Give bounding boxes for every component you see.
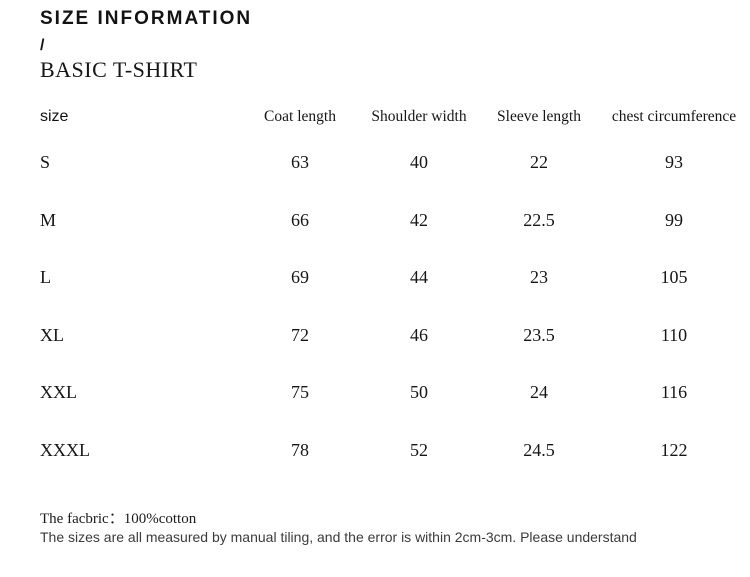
shoulder-width-value: 44 bbox=[410, 267, 428, 288]
column-header-coat-length: Coat length bbox=[264, 108, 336, 125]
page-header: SIZE INFORMATION / BASIC T-SHIRT bbox=[40, 8, 252, 83]
size-label: S bbox=[40, 152, 51, 173]
coat-length-value: 69 bbox=[291, 267, 309, 288]
coat-length-value: 72 bbox=[291, 324, 309, 345]
fabric-note: The facbric：100%cotton bbox=[40, 511, 197, 527]
size-label: XXL bbox=[40, 382, 77, 403]
size-table-body: S 63 40 22 93 M 66 42 22.5 99 L 69 44 23… bbox=[40, 134, 750, 479]
coat-length-value: 66 bbox=[291, 209, 309, 230]
column-header-sleeve-length: Sleeve length bbox=[497, 108, 581, 125]
size-label: L bbox=[40, 267, 51, 288]
chest-circumference-value: 105 bbox=[660, 267, 688, 288]
coat-length-value: 63 bbox=[291, 152, 309, 173]
sleeve-length-value: 24.5 bbox=[523, 439, 555, 460]
chest-circumference-value: 93 bbox=[665, 152, 683, 173]
table-row: M 66 42 22.5 99 bbox=[40, 192, 750, 250]
table-row: S 63 40 22 93 bbox=[40, 134, 750, 192]
chest-circumference-value: 116 bbox=[660, 382, 688, 403]
table-row: XXL 75 50 24 116 bbox=[40, 364, 750, 422]
title-separator: / bbox=[40, 36, 45, 54]
size-label: XL bbox=[40, 324, 64, 345]
column-header-chest-circumference: chest circumference bbox=[611, 108, 737, 125]
table-row: XXXL 78 52 24.5 122 bbox=[40, 422, 750, 480]
sleeve-length-value: 23 bbox=[530, 267, 548, 288]
sleeve-length-value: 22.5 bbox=[523, 209, 555, 230]
product-name: BASIC T-SHIRT bbox=[40, 57, 198, 83]
column-header-shoulder-width: Shoulder width bbox=[371, 108, 467, 125]
shoulder-width-value: 52 bbox=[410, 439, 428, 460]
size-table-header-row: size Coat length Shoulder width Sleeve l… bbox=[40, 100, 750, 134]
measurement-note: The sizes are all measured by manual til… bbox=[40, 529, 637, 545]
shoulder-width-value: 42 bbox=[410, 209, 428, 230]
shoulder-width-value: 46 bbox=[410, 324, 428, 345]
sleeve-length-value: 22 bbox=[530, 152, 548, 173]
chest-circumference-value: 110 bbox=[660, 324, 688, 345]
chest-circumference-value: 99 bbox=[665, 209, 683, 230]
size-label: XXXL bbox=[40, 439, 90, 460]
shoulder-width-value: 40 bbox=[410, 152, 428, 173]
column-header-size: size bbox=[40, 108, 69, 125]
size-table: size Coat length Shoulder width Sleeve l… bbox=[40, 100, 750, 479]
coat-length-value: 78 bbox=[291, 439, 309, 460]
chest-circumference-value: 122 bbox=[660, 439, 688, 460]
sleeve-length-value: 23.5 bbox=[523, 324, 555, 345]
table-row: L 69 44 23 105 bbox=[40, 249, 750, 307]
sleeve-length-value: 24 bbox=[530, 382, 548, 403]
page-title: SIZE INFORMATION bbox=[40, 8, 253, 29]
size-label: M bbox=[40, 209, 57, 230]
coat-length-value: 75 bbox=[291, 382, 309, 403]
shoulder-width-value: 50 bbox=[410, 382, 428, 403]
table-row: XL 72 46 23.5 110 bbox=[40, 307, 750, 365]
